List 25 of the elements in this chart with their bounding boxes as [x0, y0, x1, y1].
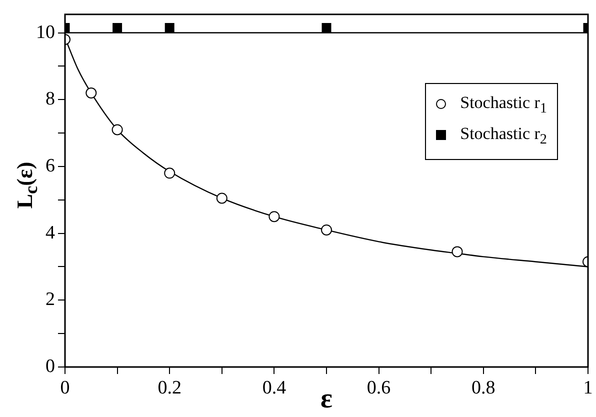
legend-label: Stochastic r$_{1}$: [460, 93, 547, 116]
x-tick-label: 0.4: [262, 377, 287, 398]
y-tick-label: 4: [46, 222, 56, 244]
point: [112, 23, 122, 33]
x-tick-label: 1: [583, 377, 593, 398]
point: [86, 87, 97, 98]
y-tick-label: 10: [36, 22, 55, 43]
point: [452, 246, 463, 258]
x-tick-label: 0.6: [366, 377, 391, 398]
point: [321, 224, 332, 236]
point: [164, 168, 176, 179]
y-tick-label: 2: [46, 289, 55, 310]
point: [216, 192, 228, 204]
y-tick-label: 0: [46, 356, 55, 377]
point: [268, 211, 280, 222]
point: [322, 23, 332, 33]
legend-label: Stochastic r$_{2}$: [460, 124, 547, 148]
x-tick-label: 0.2: [158, 377, 182, 398]
x-tick-label: 0.8: [472, 377, 496, 398]
x-tick-label: 0: [60, 377, 70, 398]
point: [112, 124, 123, 136]
y-tick-label: 8: [46, 88, 55, 110]
y-tick-label: 6: [46, 155, 55, 176]
x-axis-title: ε: [320, 383, 333, 414]
point: [164, 23, 174, 33]
